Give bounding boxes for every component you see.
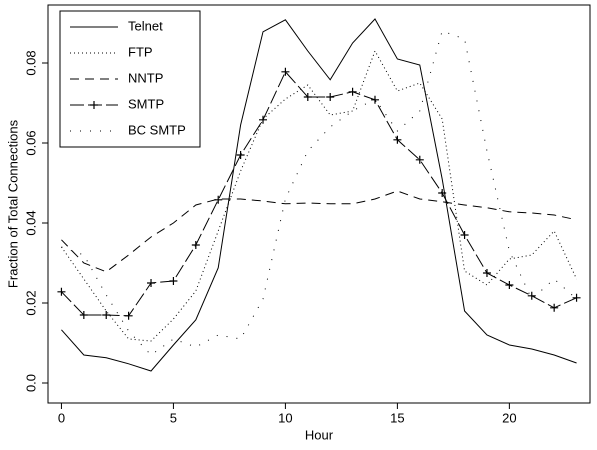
point-marker (169, 277, 178, 285)
point-marker (415, 155, 424, 164)
y-tick-label: 0.0 (23, 374, 38, 392)
x-axis-label: Hour (305, 427, 334, 442)
plot-frame (47, 4, 591, 404)
series-line (61, 49, 578, 342)
point-marker (572, 293, 581, 302)
point-marker (438, 189, 447, 197)
point-marker (303, 93, 312, 101)
point-marker (259, 115, 268, 124)
point-marker (460, 231, 469, 239)
y-tick-label: 0.04 (23, 210, 38, 235)
y-tick-label: 0.06 (23, 130, 38, 155)
point-marker (191, 241, 200, 249)
series-line (61, 190, 577, 273)
y-tick-label: 0.02 (23, 290, 38, 315)
point-marker (124, 311, 133, 320)
point-marker (482, 269, 491, 277)
point-marker (147, 279, 156, 287)
point-marker (326, 93, 335, 101)
point-marker (505, 281, 514, 289)
legend-label: SMTP (128, 96, 164, 111)
legend-marker (90, 101, 98, 109)
point-marker (527, 291, 536, 300)
point-marker (348, 87, 357, 96)
series-line (61, 70, 577, 317)
point-marker (281, 67, 290, 76)
x-tick-label: 15 (390, 410, 404, 425)
point-marker (214, 195, 223, 204)
legend-label: Telnet (128, 18, 163, 33)
legend-label: NNTP (128, 70, 163, 85)
x-tick-label: 0 (58, 410, 65, 425)
point-marker (102, 311, 111, 319)
x-tick-label: 5 (170, 410, 177, 425)
legend-label: BC SMTP (128, 122, 186, 137)
series-line (61, 18, 577, 372)
x-tick-label: 10 (278, 410, 292, 425)
y-axis-label: Fraction of Total Connections (5, 119, 20, 288)
point-marker (79, 311, 88, 319)
point-marker (57, 287, 66, 296)
point-marker (370, 95, 379, 104)
x-tick-label: 20 (502, 410, 516, 425)
legend-box (59, 10, 201, 148)
point-marker (236, 151, 245, 159)
y-tick-label: 0.08 (23, 50, 38, 75)
point-marker (550, 303, 559, 312)
point-marker (393, 135, 402, 144)
legend-label: FTP (128, 44, 153, 59)
